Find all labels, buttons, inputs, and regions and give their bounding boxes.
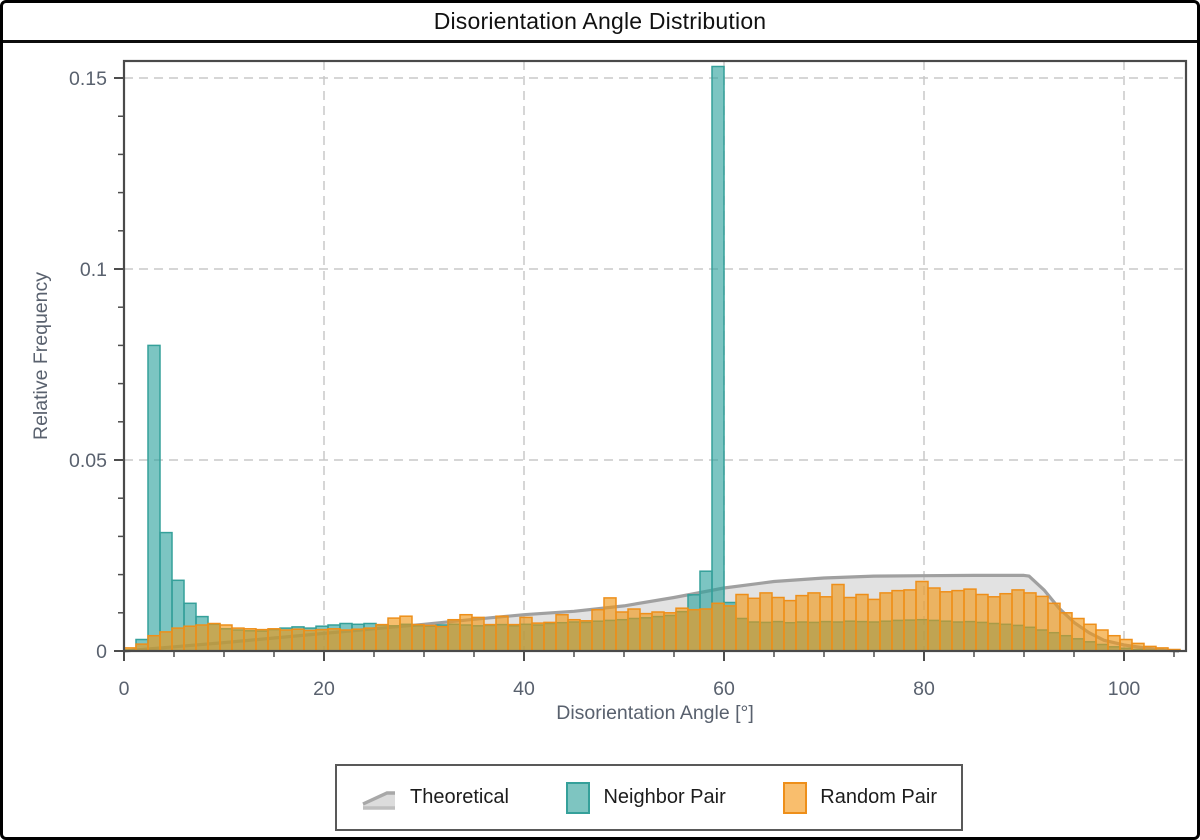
svg-text:60: 60 [713, 678, 735, 700]
svg-text:80: 80 [913, 678, 935, 700]
legend-label-neighbor-pair: Neighbor Pair [603, 786, 726, 808]
svg-text:0: 0 [96, 641, 107, 663]
legend-item-theoretical: Theoretical [361, 785, 509, 811]
title-bar: Disorientation Angle Distribution [3, 3, 1197, 43]
svg-text:0.1: 0.1 [80, 259, 107, 281]
svg-text:100: 100 [1108, 678, 1141, 700]
random-pair-swatch-icon [783, 781, 808, 814]
y-axis-title: Relative Frequency [30, 272, 52, 440]
plot-area: 0 20 40 60 80 100 0 0.05 0.1 0.15 Disorientation … [30, 59, 1188, 724]
svg-text:20: 20 [313, 678, 335, 700]
svg-text:0.05: 0.05 [69, 450, 107, 472]
svg-text:0: 0 [119, 678, 130, 700]
chart-title: Disorientation Angle Distribution [433, 8, 767, 34]
legend-label-random-pair: Random Pair [820, 786, 937, 808]
neighbor-pair-swatch-icon [566, 781, 591, 814]
legend: Theoretical Neighbor Pair Random Pair [335, 764, 963, 831]
x-axis-title: Disorientation Angle [°] [556, 702, 754, 724]
theoretical-area-icon [362, 790, 395, 810]
legend-item-random-pair: Random Pair [783, 781, 937, 814]
legend-label-theoretical: Theoretical [410, 786, 509, 808]
legend-item-neighbor-pair: Neighbor Pair [566, 781, 726, 814]
svg-text:0.15: 0.15 [69, 68, 107, 90]
svg-text:40: 40 [513, 678, 535, 700]
